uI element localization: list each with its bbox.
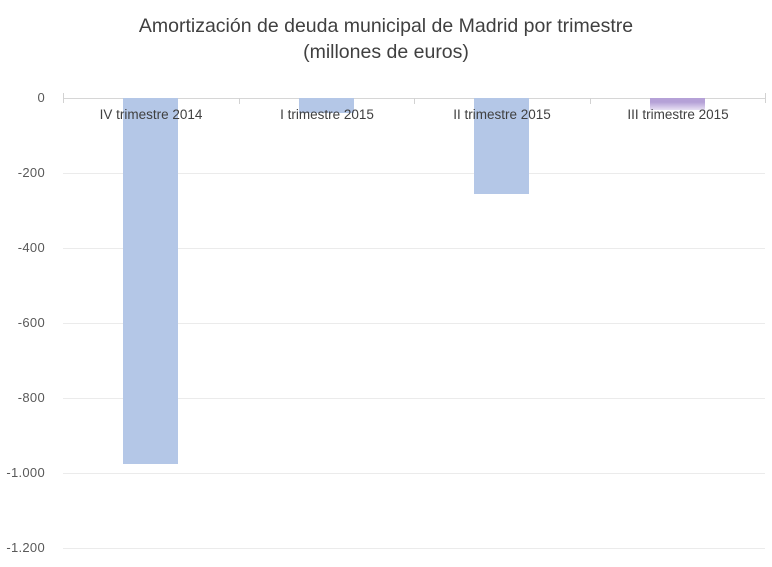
category-label: IV trimestre 2014 [99, 107, 203, 122]
gridline [63, 323, 765, 324]
y-axis-label: 0 [37, 90, 45, 105]
category-label: I trimestre 2015 [280, 107, 374, 122]
chart-title: Amortización de deuda municipal de Madri… [138, 15, 634, 37]
y-axis-label: -600 [17, 315, 45, 330]
category-label: III trimestre 2015 [627, 107, 729, 122]
y-axis-label: -400 [17, 240, 45, 255]
gridline [63, 248, 765, 249]
axis-tick [239, 98, 240, 104]
gridline [63, 398, 765, 399]
axis-tick [63, 93, 64, 103]
axis-tick [414, 98, 415, 104]
bar [123, 98, 178, 464]
axis-tick [765, 93, 766, 103]
bar [474, 98, 529, 194]
gridline [63, 548, 765, 549]
y-axis-label: -800 [17, 390, 45, 405]
gridline [63, 473, 765, 474]
bar [299, 98, 354, 113]
bar [650, 98, 705, 110]
chart-subtitle: (millones de euros) [303, 41, 469, 63]
gridline [63, 173, 765, 174]
chart-title-block: Amortización de deuda municipal de Madri… [0, 13, 772, 65]
category-label: II trimestre 2015 [453, 107, 551, 122]
axis-tick [590, 98, 591, 104]
y-axis-label: -1.000 [6, 465, 45, 480]
y-axis-label: -200 [17, 165, 45, 180]
y-axis-label: -1.200 [6, 540, 45, 555]
